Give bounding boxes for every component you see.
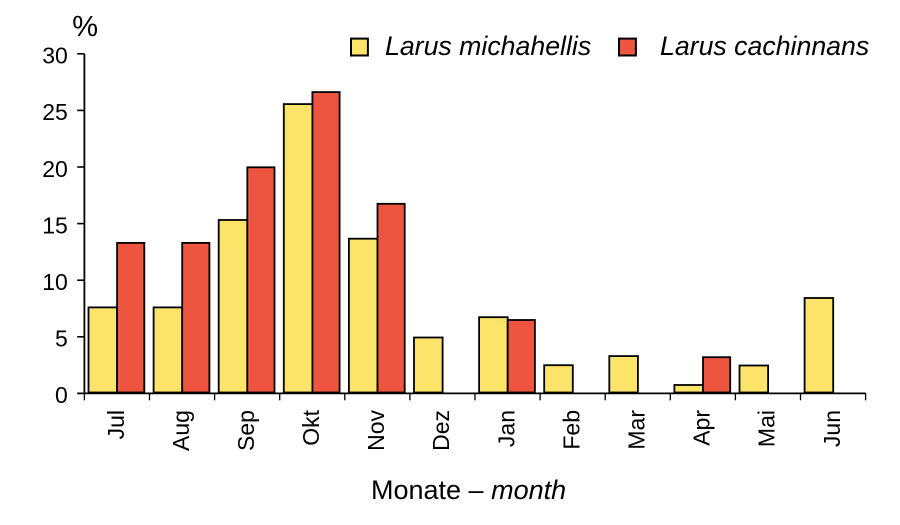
svg-text:10: 10: [42, 269, 68, 295]
svg-text:20: 20: [42, 156, 68, 182]
svg-text:Dez: Dez: [428, 410, 454, 451]
svg-text:Aug: Aug: [168, 410, 194, 451]
svg-text:Mar: Mar: [624, 410, 650, 450]
svg-text:25: 25: [42, 99, 68, 125]
svg-text:15: 15: [42, 212, 68, 238]
svg-text:Jul: Jul: [103, 410, 129, 439]
svg-text:Feb: Feb: [558, 410, 584, 450]
svg-text:Jun: Jun: [819, 410, 845, 447]
svg-text:Monate – month: Monate – month: [371, 475, 566, 505]
svg-text:Sep: Sep: [233, 410, 259, 451]
svg-text:Nov: Nov: [363, 410, 389, 451]
svg-text:30: 30: [42, 43, 68, 69]
svg-text:5: 5: [55, 326, 68, 352]
svg-text:Larus cachinnans: Larus cachinnans: [660, 31, 869, 61]
svg-text:0: 0: [55, 382, 68, 408]
svg-text:Apr: Apr: [689, 410, 715, 446]
svg-text:Okt: Okt: [298, 409, 324, 445]
svg-text:%: %: [72, 11, 98, 43]
svg-text:Mai: Mai: [754, 410, 780, 447]
svg-text:Larus michahellis: Larus michahellis: [385, 31, 591, 61]
svg-text:Jan: Jan: [493, 410, 519, 447]
